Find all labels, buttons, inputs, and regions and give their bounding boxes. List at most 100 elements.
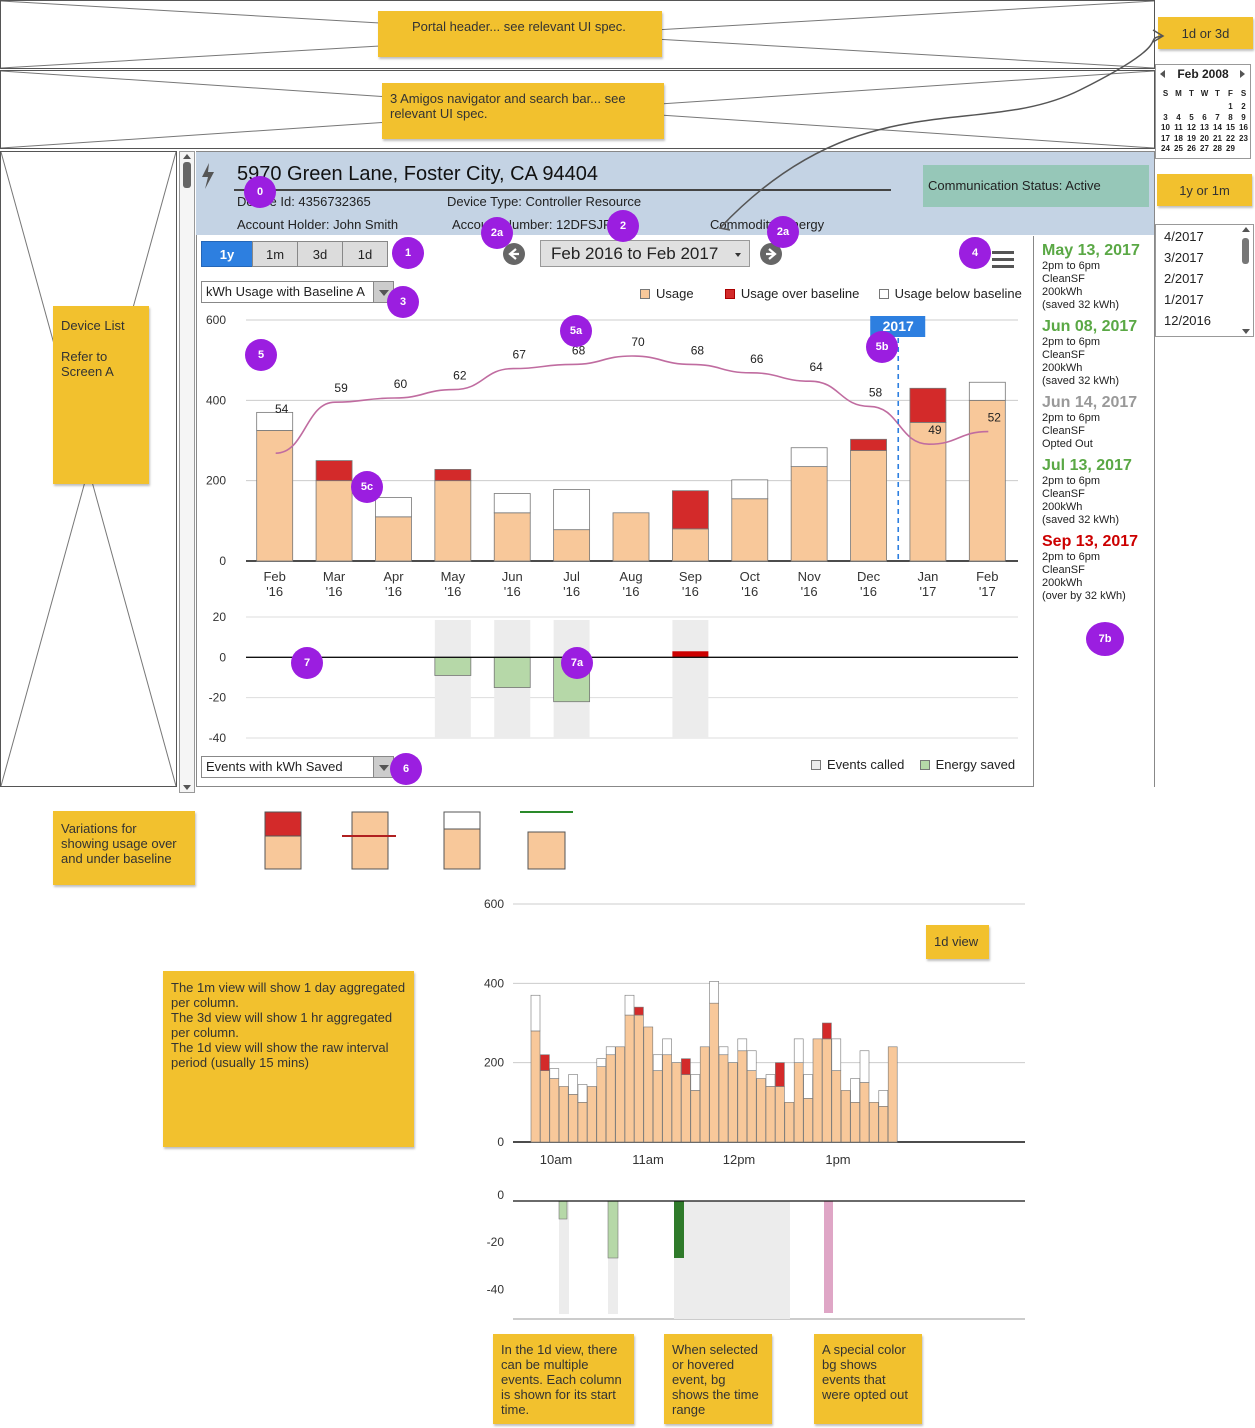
event-entry[interactable]: Jul 13, 2017 2pm to 6pm CleanSF 200kWh (save… — [1042, 457, 1154, 527]
day-extra-bar — [718, 1046, 729, 1056]
calendar-prev-icon[interactable] — [1160, 70, 1165, 78]
event-detail: (saved 32 kWh) — [1042, 375, 1120, 387]
multi-event-note: In the 1d view, there can be multiple ev… — [493, 1334, 634, 1424]
day-usage-bar — [718, 1054, 729, 1143]
usage-type-label: kWh Usage with Baseline A — [206, 284, 365, 299]
variations-note: Variations for showing usage over and un… — [53, 811, 195, 885]
calendar-day[interactable]: 28 — [1213, 144, 1222, 153]
day-extra-bar — [577, 1084, 588, 1103]
calendar-weekday: F — [1228, 89, 1233, 98]
usage-bar — [731, 498, 769, 562]
y-tick-label: 20 — [213, 610, 227, 624]
calendar-day[interactable]: 25 — [1174, 144, 1183, 153]
day-usage-bar — [652, 1070, 663, 1143]
over-baseline-bar — [315, 460, 353, 482]
range-3d-button[interactable]: 3d — [297, 241, 343, 267]
event-entry[interactable]: Jun 08, 2017 2pm to 6pm CleanSF 200kWh (save… — [1042, 318, 1154, 388]
month-list-item[interactable]: 4/2017 — [1164, 229, 1204, 244]
navigator-note: 3 Amigos navigator and search bar... see… — [382, 83, 664, 139]
calendar-day[interactable]: 13 — [1200, 123, 1209, 132]
calendar-day[interactable]: 7 — [1215, 112, 1220, 122]
day-usage-bar — [812, 1038, 823, 1143]
below-baseline-bar — [375, 497, 412, 518]
event-entry[interactable]: Sep 13, 2017 2pm to 6pm CleanSF 200kWh (over… — [1042, 533, 1154, 603]
chart-menu-icon[interactable] — [992, 249, 1014, 269]
month-list-item[interactable]: 1/2017 — [1164, 292, 1204, 307]
y-tick-label: 0 — [219, 650, 226, 664]
y-tick-label: 0 — [497, 1188, 504, 1202]
y-tick-label: 400 — [484, 976, 504, 990]
calendar-day[interactable]: 4 — [1176, 112, 1181, 122]
variation-baseline-line — [520, 811, 573, 870]
prev-period-button[interactable] — [503, 243, 525, 265]
calendar-day[interactable]: 1 — [1228, 102, 1233, 111]
calendar-day[interactable]: 15 — [1226, 123, 1235, 132]
legend-usage: Usage — [656, 286, 694, 301]
x-tick-year: '17 — [979, 584, 996, 599]
main-scrollbar[interactable] — [179, 151, 195, 793]
calendar-day[interactable]: 16 — [1239, 123, 1248, 132]
day-usage-bar — [605, 1054, 616, 1143]
events-dropdown[interactable]: Events with kWh Saved — [201, 756, 394, 778]
calendar-day[interactable]: 5 — [1189, 112, 1194, 122]
calendar-day[interactable]: 27 — [1200, 144, 1209, 153]
day-extra-bar — [568, 1074, 578, 1095]
x-tick-label: Dec — [857, 569, 881, 584]
calendar-weekday: M — [1175, 89, 1182, 98]
event-entry[interactable]: Jun 14, 2017 2pm to 6pm CleanSF Opted Out — [1042, 394, 1154, 451]
x-tick-label: Jun — [502, 569, 523, 584]
month-list-item[interactable]: 2/2017 — [1164, 271, 1204, 286]
calendar-day[interactable]: 22 — [1226, 133, 1235, 143]
range-selector: 1y 1m 3d 1d — [201, 241, 388, 267]
lightning-icon — [202, 163, 214, 189]
note-1y-or-1m: 1y or 1m — [1157, 174, 1252, 206]
next-period-button[interactable] — [760, 243, 782, 265]
calendar-day[interactable]: 29 — [1226, 144, 1235, 153]
badge-6: 6 — [390, 753, 422, 785]
calendar-day[interactable]: 24 — [1161, 144, 1170, 153]
calendar-day[interactable]: 9 — [1241, 112, 1246, 122]
day-extra-bar — [831, 1038, 842, 1071]
month-list-item[interactable]: 12/2016 — [1164, 313, 1211, 328]
temperature-label: 49 — [928, 423, 942, 437]
calendar-day[interactable]: 23 — [1239, 133, 1248, 143]
temperature-label: 64 — [809, 360, 823, 374]
calendar-day[interactable]: 20 — [1200, 133, 1209, 143]
calendar-day[interactable]: 8 — [1228, 112, 1233, 122]
usage-bar — [850, 450, 887, 562]
month-list-scrollbar[interactable] — [1240, 227, 1251, 334]
x-tick-label: Feb — [976, 569, 998, 584]
calendar-day[interactable]: 2 — [1241, 102, 1246, 111]
x-tick-label: Feb — [263, 569, 285, 584]
x-tick-year: '16 — [741, 584, 758, 599]
event-entry[interactable]: May 13, 2017 2pm to 6pm CleanSF 200kWh (save… — [1042, 242, 1154, 312]
calendar-day[interactable]: 19 — [1187, 133, 1196, 143]
x-tick-label: May — [441, 569, 466, 584]
calendar-day[interactable]: 12 — [1187, 123, 1196, 132]
event-date: Jul 13, 2017 — [1042, 457, 1132, 474]
calendar-day[interactable]: 14 — [1213, 123, 1222, 132]
range-1m-button[interactable]: 1m — [252, 241, 298, 267]
calendar-day[interactable]: 3 — [1163, 112, 1168, 122]
usage-type-dropdown[interactable]: kWh Usage with Baseline A — [201, 281, 394, 303]
calendar-day[interactable]: 21 — [1213, 133, 1222, 143]
event-detail: CleanSF — [1042, 488, 1085, 500]
below-swatch — [878, 289, 889, 299]
calendar-day[interactable]: 10 — [1161, 123, 1170, 132]
calendar-day[interactable]: 18 — [1174, 133, 1183, 143]
calendar-day[interactable]: 17 — [1161, 133, 1170, 143]
calendar-day[interactable]: 11 — [1174, 123, 1183, 132]
calendar-day[interactable]: 6 — [1202, 112, 1207, 122]
month-list-item[interactable]: 3/2017 — [1164, 250, 1204, 265]
badge-5b: 5b — [866, 331, 898, 363]
day-usage-bar — [530, 1030, 541, 1143]
month-list[interactable]: 4/2017 3/2017 2/2017 1/2017 12/2016 — [1155, 224, 1254, 337]
range-1d-button[interactable]: 1d — [342, 241, 388, 267]
event-detail: 2pm to 6pm — [1042, 260, 1101, 272]
event-detail: Opted Out — [1042, 438, 1093, 450]
legend-over: Usage over baseline — [740, 286, 860, 301]
calendar-next-icon[interactable] — [1240, 70, 1245, 78]
range-1y-button[interactable]: 1y — [201, 241, 253, 267]
date-range-dropdown[interactable]: Feb 2016 to Feb 2017 — [540, 240, 750, 267]
calendar-day[interactable]: 26 — [1187, 144, 1196, 153]
